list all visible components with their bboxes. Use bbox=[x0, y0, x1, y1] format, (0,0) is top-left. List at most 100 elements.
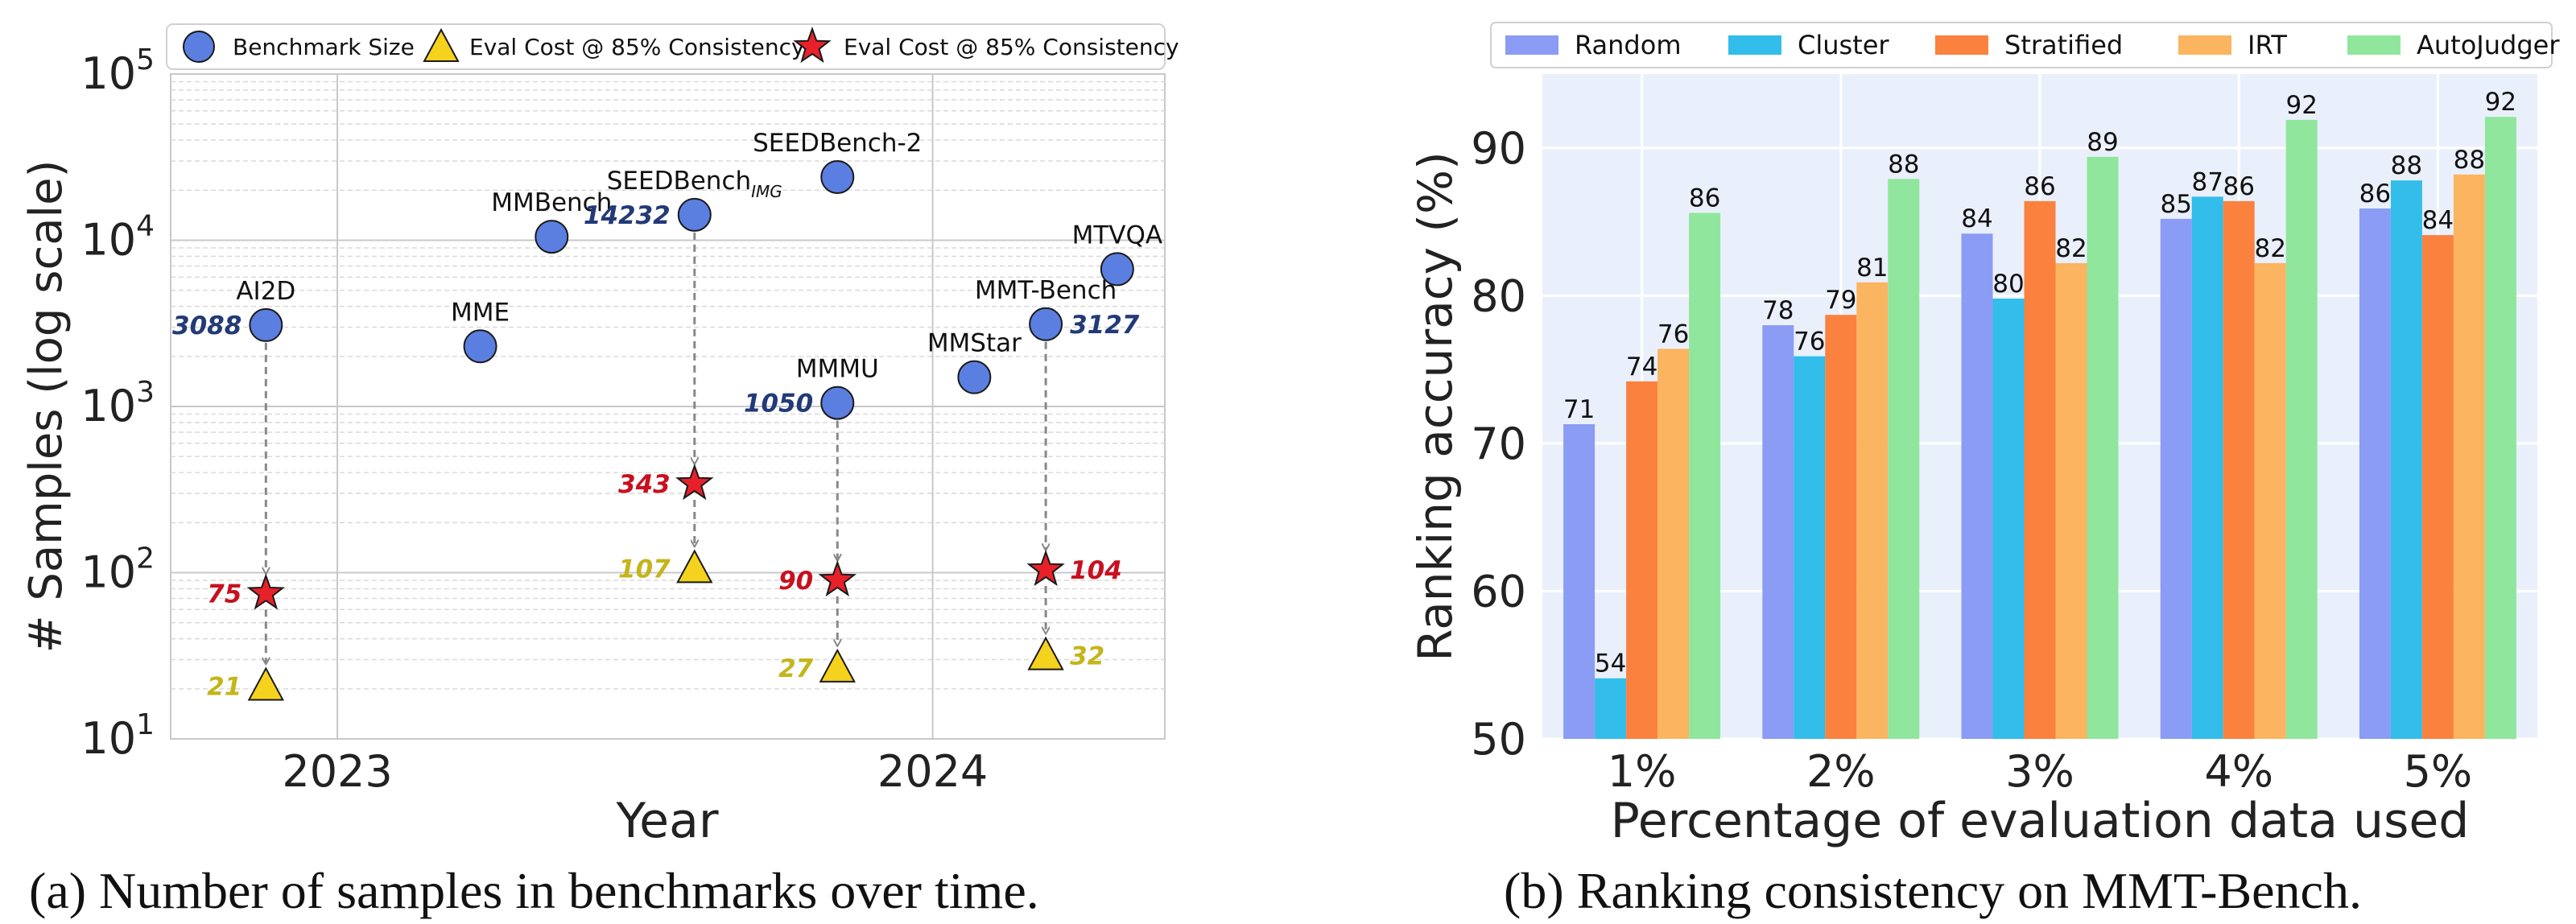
chart-a-y-ticks: 101 102 103 104 105 bbox=[80, 43, 155, 764]
legend-label-stratified: Stratified bbox=[2004, 30, 2123, 60]
eval-cost-triangle-point bbox=[247, 666, 284, 701]
y-tick-label: 60 bbox=[1471, 566, 1526, 617]
bar-irt bbox=[1856, 282, 1889, 739]
bar-autojudger bbox=[2087, 156, 2119, 739]
chart-b-bars: 71 78 84 85 86 54 76 80 87 88 74 79 86 86 84 76 81 82 82 88… bbox=[1563, 88, 2516, 740]
chart-b-x-ticks: 1% 2% 3% 4% 5% bbox=[1608, 746, 2472, 797]
bar-stratified bbox=[1825, 315, 1857, 739]
y-tick-label: 101 bbox=[80, 708, 155, 764]
bar-value-label: 84 bbox=[1961, 204, 1992, 233]
benchmark-name-label: SEEDBenchIMG bbox=[607, 167, 782, 201]
legend-label-cluster: Cluster bbox=[1798, 30, 1889, 60]
benchmark-size-label: 14232 bbox=[584, 201, 671, 230]
eval-cost-triangle-point bbox=[1027, 636, 1064, 670]
chart-b: 71 78 84 85 86 54 76 80 87 88 74 79 86 86 84 76 81 82 82 88… bbox=[1408, 22, 2560, 919]
bar-stratified bbox=[1626, 381, 1658, 739]
x-tick-label: 5% bbox=[2404, 746, 2473, 797]
bar-value-label: 86 bbox=[2024, 172, 2055, 201]
benchmark-size-point bbox=[1100, 252, 1134, 287]
bar-value-label: 82 bbox=[2254, 234, 2285, 263]
benchmark-size-point bbox=[820, 159, 855, 194]
chart-b-y-axis-label: Ranking accuracy (%) bbox=[1408, 151, 1463, 662]
legend-swatch-cluster bbox=[1728, 35, 1781, 55]
bar-value-label: 74 bbox=[1626, 353, 1657, 382]
legend-label-eval-cost-star: Eval Cost @ 85% Consistency bbox=[844, 34, 1179, 60]
chart-a-x-ticks: 2023 2024 bbox=[282, 746, 988, 797]
bar-value-label: 71 bbox=[1563, 395, 1595, 424]
bar-value-label: 54 bbox=[1595, 650, 1626, 679]
benchmark-name-label: MMMU bbox=[796, 355, 879, 384]
benchmark-size-point bbox=[957, 360, 992, 394]
legend-swatch-autojudger bbox=[2347, 35, 2401, 55]
bar-value-label: 76 bbox=[1657, 320, 1689, 349]
bar-cluster bbox=[2191, 196, 2223, 740]
chart-a-x-axis-label: Year bbox=[615, 793, 718, 849]
eval-cost-star-point bbox=[246, 573, 285, 610]
legend-star-marker bbox=[793, 27, 832, 64]
y-tick-label: 103 bbox=[80, 376, 155, 431]
bar-random bbox=[1762, 325, 1794, 739]
x-tick-label: 3% bbox=[2005, 746, 2074, 797]
eval-cost-triangle-point bbox=[676, 549, 713, 584]
bar-value-label: 80 bbox=[1992, 270, 2024, 299]
bar-value-label: 82 bbox=[2055, 234, 2087, 263]
eval-cost-star-point bbox=[818, 559, 857, 597]
chart-a-legend-box bbox=[166, 23, 1166, 70]
legend-triangle-marker bbox=[423, 27, 460, 62]
chart-a-y-axis-label: # Samples (log scale) bbox=[20, 160, 72, 654]
bar-cluster bbox=[1794, 356, 1826, 739]
benchmark-name-label: MTVQA bbox=[1072, 221, 1163, 250]
legend-swatch-stratified bbox=[1935, 35, 1988, 55]
bar-value-label: 87 bbox=[2191, 167, 2223, 196]
bar-random bbox=[2359, 208, 2391, 740]
bar-value-label: 81 bbox=[1856, 254, 1888, 283]
legend-label-eval-cost-triangle: Eval Cost @ 85% Consistency bbox=[469, 34, 805, 60]
bar-value-label: 85 bbox=[2160, 190, 2191, 219]
chart-b-y-ticks: 50 60 70 80 90 bbox=[1471, 123, 1526, 765]
y-tick-label: 104 bbox=[80, 210, 155, 266]
eval-cost-triangle-label: 32 bbox=[1070, 642, 1104, 671]
bar-random bbox=[2160, 218, 2192, 740]
chart-b-x-axis-label: Percentage of evaluation data used bbox=[1611, 793, 2470, 849]
x-tick-label: 2024 bbox=[877, 746, 988, 797]
bar-value-label: 92 bbox=[2285, 91, 2317, 120]
eval-cost-star-label: 90 bbox=[778, 567, 813, 596]
chart-a-arrows bbox=[266, 232, 1046, 663]
legend-label-benchmark-size: Benchmark Size bbox=[233, 34, 415, 60]
legend-label-autojudger: AutoJudger bbox=[2417, 30, 2560, 60]
bar-autojudger bbox=[1689, 212, 1721, 739]
y-tick-label: 102 bbox=[80, 542, 155, 598]
bar-autojudger bbox=[2285, 119, 2318, 739]
bar-value-label: 78 bbox=[1762, 296, 1794, 325]
x-tick-label: 1% bbox=[1608, 746, 1677, 797]
eval-cost-star-point bbox=[675, 464, 714, 501]
bar-irt bbox=[1657, 349, 1690, 739]
bar-value-label: 86 bbox=[1689, 184, 1720, 213]
bar-irt bbox=[2453, 174, 2485, 740]
legend-label-irt: IRT bbox=[2248, 30, 2287, 60]
bar-cluster bbox=[1595, 678, 1627, 739]
chart-a-grid bbox=[171, 73, 1165, 740]
bar-autojudger bbox=[1888, 179, 1920, 739]
bar-value-label: 92 bbox=[2485, 88, 2516, 117]
bar-random bbox=[1961, 233, 1993, 739]
benchmark-size-point bbox=[249, 307, 283, 342]
eval-cost-triangle-label: 21 bbox=[207, 672, 242, 701]
benchmark-size-point bbox=[677, 197, 712, 232]
chart-a-legend: Benchmark Size Eval Cost @ 85% Consisten… bbox=[166, 23, 1179, 70]
benchmark-size-point bbox=[535, 220, 569, 254]
y-tick-label: 70 bbox=[1471, 419, 1526, 469]
eval-cost-star-label: 104 bbox=[1070, 556, 1122, 585]
benchmark-name-label: MMT-Bench bbox=[975, 276, 1117, 305]
y-tick-label: 90 bbox=[1471, 123, 1526, 174]
bar-cluster bbox=[1992, 299, 2025, 739]
x-tick-label: 2023 bbox=[282, 746, 392, 797]
chart-b-caption: (b) Ranking consistency on MMT-Bench. bbox=[1504, 862, 2362, 919]
benchmark-name-label: SEEDBench-2 bbox=[753, 129, 922, 158]
eval-cost-triangle-label: 107 bbox=[618, 555, 671, 584]
benchmark-size-label: 3127 bbox=[1070, 311, 1140, 340]
chart-a-caption: (a) Number of samples in benchmarks over… bbox=[29, 862, 1039, 919]
eval-cost-star-label: 343 bbox=[618, 470, 671, 499]
bar-value-label: 86 bbox=[2359, 179, 2391, 208]
